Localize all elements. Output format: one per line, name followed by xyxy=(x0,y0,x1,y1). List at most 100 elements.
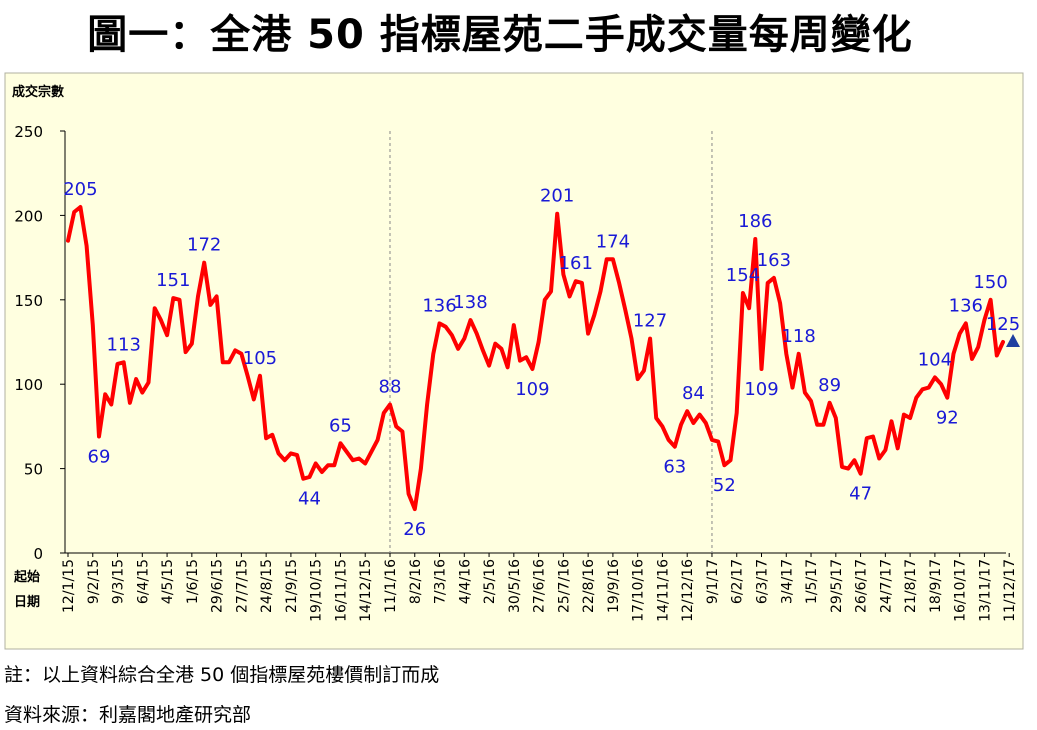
data-label: 109 xyxy=(515,379,549,400)
data-point xyxy=(877,456,881,461)
x-tick-label: 12/12/16 xyxy=(680,559,696,622)
x-tick-label: 17/10/16 xyxy=(631,559,647,622)
data-label: 161 xyxy=(559,253,593,274)
data-label: 136 xyxy=(949,295,983,316)
x-tick-label: 13/11/17 xyxy=(977,559,993,622)
data-label: 92 xyxy=(936,408,959,429)
data-point xyxy=(716,439,720,444)
data-point xyxy=(586,331,590,336)
data-point xyxy=(171,296,175,300)
data-point xyxy=(475,331,479,336)
y-tick-label: 50 xyxy=(24,461,43,479)
data-point xyxy=(654,416,658,420)
x-tick-label: 24/8/15 xyxy=(259,559,275,613)
data-point xyxy=(821,423,826,427)
data-point xyxy=(177,298,182,302)
data-point xyxy=(456,347,460,351)
data-point xyxy=(518,358,522,363)
data-point xyxy=(809,399,813,403)
data-point xyxy=(989,298,993,302)
data-point xyxy=(846,467,850,471)
data-point xyxy=(629,337,634,341)
data-point xyxy=(636,377,640,381)
data-point xyxy=(803,391,807,395)
data-point xyxy=(406,492,411,496)
data-point xyxy=(140,391,144,395)
x-axis-label-line1: 起始 xyxy=(13,569,40,585)
data-point xyxy=(815,423,819,427)
y-axis-label: 成交宗數 xyxy=(12,84,64,100)
latest-value-marker xyxy=(1006,334,1020,347)
x-tick-label: 14/12/15 xyxy=(358,559,374,622)
data-point xyxy=(574,279,578,283)
data-label: 65 xyxy=(329,415,352,436)
data-point xyxy=(382,411,386,415)
data-point xyxy=(536,340,541,344)
data-point xyxy=(252,397,256,401)
data-point xyxy=(697,412,702,417)
data-point xyxy=(202,261,206,265)
data-point xyxy=(710,438,714,442)
x-tick-label: 25/7/16 xyxy=(556,559,572,613)
data-point xyxy=(1001,340,1005,344)
data-point xyxy=(964,321,968,326)
data-point xyxy=(208,303,213,307)
data-point xyxy=(567,294,572,299)
data-point xyxy=(722,463,726,467)
x-tick-label: 21/8/17 xyxy=(903,559,919,613)
x-tick-label: 21/9/15 xyxy=(284,559,300,613)
x-tick-label: 12/1/15 xyxy=(61,559,77,613)
data-point xyxy=(196,294,200,299)
data-point xyxy=(958,331,962,336)
data-label: 154 xyxy=(726,265,760,286)
data-point xyxy=(908,416,912,420)
data-point xyxy=(425,402,429,407)
data-point xyxy=(766,281,770,285)
data-label: 163 xyxy=(757,250,791,271)
data-label: 118 xyxy=(781,326,815,347)
data-label: 69 xyxy=(88,447,111,468)
data-point xyxy=(307,475,312,479)
y-tick-label: 0 xyxy=(33,545,43,563)
data-point xyxy=(741,291,745,295)
data-point xyxy=(128,401,132,405)
data-point xyxy=(667,438,671,442)
data-point xyxy=(679,423,683,427)
data-label: 151 xyxy=(156,270,190,291)
data-point xyxy=(530,367,535,371)
data-point xyxy=(400,429,404,434)
data-point xyxy=(605,257,609,261)
data-point xyxy=(351,458,355,462)
data-point xyxy=(648,337,652,341)
data-point xyxy=(134,377,138,381)
x-tick-label: 11/1/16 xyxy=(383,559,399,613)
data-point xyxy=(388,402,392,407)
x-tick-label: 6/4/15 xyxy=(135,559,151,604)
x-tick-label: 14/11/16 xyxy=(655,559,671,622)
data-point xyxy=(939,382,943,386)
data-point xyxy=(338,441,343,445)
data-point xyxy=(660,424,665,428)
line-chart: 成交宗數 0 50 100 150 200 250 12/1/15 9/2/15 9/3/15 6/… xyxy=(4,72,1024,650)
data-point xyxy=(270,433,274,437)
data-point xyxy=(320,470,324,474)
data-point xyxy=(747,306,751,310)
data-point xyxy=(673,445,677,449)
x-tick-label: 7/3/16 xyxy=(433,559,449,604)
data-point xyxy=(840,465,844,469)
data-point xyxy=(883,448,887,452)
x-tick-label: 4/4/16 xyxy=(457,559,473,604)
y-tick-label: 200 xyxy=(14,207,43,225)
data-point xyxy=(691,421,695,425)
x-tick-label: 1/5/17 xyxy=(804,559,820,604)
data-point xyxy=(326,463,330,467)
data-point xyxy=(759,367,764,371)
data-point xyxy=(524,355,528,359)
data-point xyxy=(115,362,120,366)
data-point xyxy=(289,451,293,456)
data-label: 44 xyxy=(298,489,321,510)
data-point xyxy=(314,461,318,466)
data-label: 104 xyxy=(918,349,952,370)
y-tick-label: 100 xyxy=(14,376,43,394)
data-point xyxy=(951,352,956,356)
